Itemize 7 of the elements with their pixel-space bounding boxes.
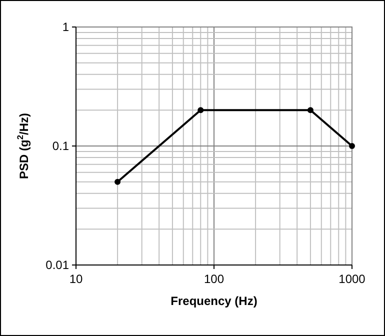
y-tick-label: 0.01 bbox=[46, 258, 70, 272]
x-tick-label: 1000 bbox=[338, 272, 366, 286]
x-tick-label: 100 bbox=[204, 272, 224, 286]
y-tick-label: 1 bbox=[62, 20, 70, 34]
x-axis-title: Frequency (Hz) bbox=[170, 294, 258, 308]
x-tick-label: 10 bbox=[69, 272, 83, 286]
y-tick-label: 0.1 bbox=[52, 139, 70, 153]
